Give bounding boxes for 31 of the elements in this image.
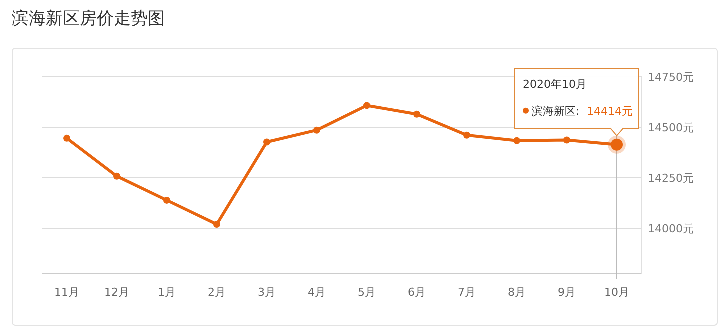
annotation: 2020年10月 [523,78,587,91]
data-label: 14414元 [587,104,633,118]
point [364,102,370,110]
x-tick-label: 7月 [458,286,476,299]
x-tick-label: 10月 [604,286,630,299]
point [214,220,220,228]
x-tick-label: 2月 [208,286,226,299]
y-tick-label: 14500元 [648,122,694,135]
y-tick-label: 14250元 [648,172,694,186]
legend-label: 滨海新区: [532,104,580,118]
point [314,126,320,134]
point [564,136,570,144]
point [114,172,120,180]
point [514,137,520,144]
x-tick-label: 5月 [358,286,376,299]
chart-title: 滨海新区房价走势图 [12,9,165,29]
point [464,132,470,139]
point [414,110,420,118]
x-tick-label: 1月 [158,286,176,299]
y-tick-label: 14750元 [648,71,694,84]
point [64,134,70,142]
x-tick-label: 12月 [104,286,130,299]
x-tick-label: 11月 [54,286,80,299]
x-tick-label: 9月 [558,286,576,299]
x-tick-label: 8月 [508,286,526,299]
point [164,196,170,204]
x-tick-label: 6月 [408,286,426,299]
x-tick-label: 4月 [308,286,326,299]
y-tick-label: 14000元 [648,222,694,236]
x-tick-label: 3月 [258,286,276,299]
point [264,138,270,146]
